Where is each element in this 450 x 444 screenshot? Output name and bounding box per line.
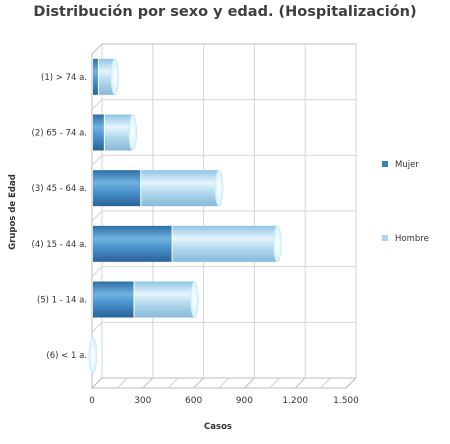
gridline-floor	[244, 377, 255, 389]
gridline-floor	[345, 377, 357, 389]
y-axis-label: Grupos de Edad	[8, 174, 18, 250]
x-axis-ticks: 0 300 600 900 1.200 1.500	[89, 396, 359, 406]
gridline-wall	[91, 99, 103, 111]
y-category-label: (4) 15 - 44 a.	[32, 240, 87, 250]
x-axis-label: Casos	[204, 422, 232, 432]
bar-mujer	[93, 170, 141, 207]
gridline-floor	[91, 377, 103, 389]
legend-swatch-hombre	[382, 235, 388, 241]
bar-hombre	[104, 114, 133, 151]
x-tick-label: 900	[236, 396, 253, 406]
chart-title: Distribución por sexo y edad. (Hospitali…	[33, 4, 417, 20]
y-axis-categories: (1) > 74 a. (2) 65 - 74 a. (3) 45 - 64 a. (…	[32, 73, 87, 361]
y-category-label: (5) 1 - 14 a.	[37, 296, 87, 306]
y-category-label: (1) > 74 a.	[41, 73, 87, 83]
y-category-label: (3) 45 - 64 a.	[32, 184, 87, 194]
gridline-floor-minor	[269, 377, 281, 389]
gridline-floor-minor	[117, 377, 128, 389]
gridline-floor	[193, 377, 204, 389]
bar-end-cap	[273, 225, 282, 263]
bar-end-cap	[110, 58, 120, 96]
x-tick-label: 1.500	[333, 396, 359, 406]
bar-end-cap	[128, 114, 137, 151]
legend-swatch-mujer	[382, 161, 388, 167]
gridline-wall	[91, 210, 103, 222]
x-tick-label: 0	[89, 396, 95, 406]
bar-hombre	[98, 58, 115, 95]
bar-mujer	[93, 225, 172, 262]
x-tick-label: 600	[185, 396, 202, 406]
gridline-wall	[91, 321, 103, 333]
bar-mujer	[93, 281, 134, 318]
gridline-wall	[91, 154, 103, 166]
bar-mujer	[93, 114, 104, 151]
gridline-floor-minor	[218, 377, 230, 389]
y-category-label: (2) 65 - 74 a.	[32, 129, 87, 139]
gridline-floor-minor	[167, 377, 179, 389]
legend-label-hombre: Hombre	[395, 234, 429, 244]
bar-end-cap	[214, 169, 224, 207]
bar-hombre	[141, 170, 219, 207]
x-tick-label: 300	[134, 396, 151, 406]
gridline-floor	[294, 377, 306, 389]
bars	[88, 58, 282, 374]
gridlines	[91, 44, 357, 389]
bar-hombre	[134, 281, 195, 318]
bar-end-cap	[88, 336, 98, 374]
y-category-label: (6) < 1 a.	[46, 351, 87, 361]
gridline-floor	[142, 377, 154, 389]
gridline-floor-minor	[320, 377, 331, 389]
bar-mujer	[93, 58, 98, 95]
gridline-wall	[91, 266, 103, 278]
bar-end-cap	[190, 281, 199, 318]
x-tick-label: 1.200	[282, 396, 308, 406]
legend: Mujer Hombre	[382, 160, 429, 244]
plot-frame	[90, 42, 358, 390]
bar-hombre	[172, 225, 278, 262]
legend-label-mujer: Mujer	[395, 160, 419, 170]
